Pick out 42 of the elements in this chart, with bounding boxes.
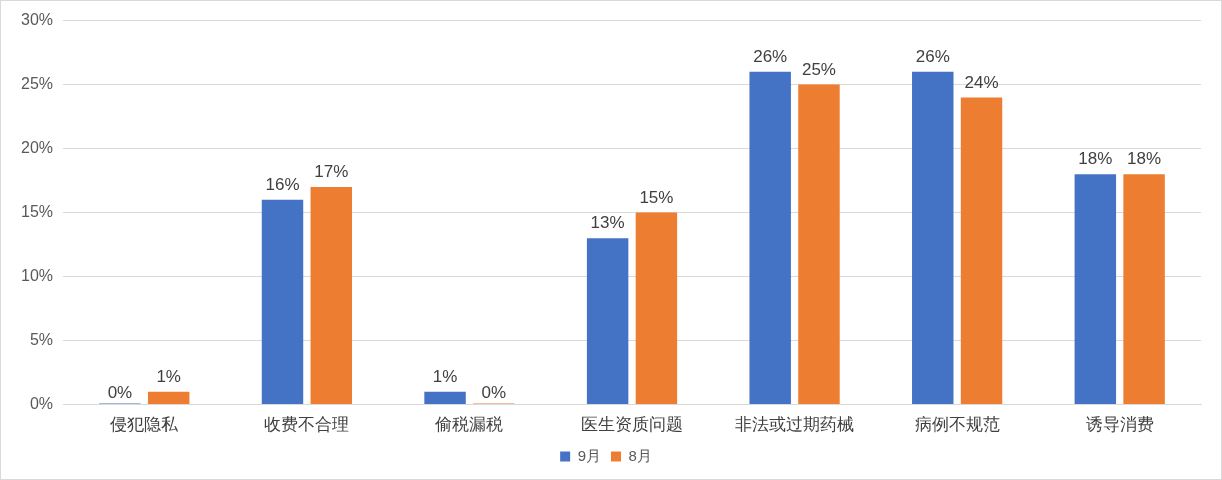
- data-label: 18%: [1078, 149, 1113, 169]
- y-tick-label: 0%: [29, 395, 54, 413]
- x-tick-label: 诱导消费: [1085, 415, 1154, 435]
- data-label: 0%: [107, 382, 133, 402]
- data-label: 25%: [801, 59, 836, 79]
- x-tick-label: 偷税漏税: [435, 415, 504, 435]
- data-label: 17%: [314, 162, 349, 182]
- data-label: 26%: [753, 46, 788, 66]
- bar: [635, 212, 678, 405]
- x-tick-label: 非法或过期药械: [735, 415, 855, 435]
- x-tick-label: 侵犯隐私: [110, 415, 180, 435]
- bar: [912, 71, 954, 405]
- data-label: 26%: [915, 46, 950, 66]
- bar: [1123, 174, 1165, 405]
- data-label: 15%: [639, 187, 674, 207]
- bar: [261, 199, 304, 405]
- bar: [310, 187, 352, 405]
- data-label: 13%: [590, 213, 625, 233]
- data-label: 0%: [481, 382, 507, 402]
- bar: [798, 84, 840, 405]
- bar: [586, 238, 629, 405]
- y-tick-label: 5%: [29, 331, 54, 349]
- data-label: 18%: [1127, 149, 1162, 169]
- bar: [1074, 174, 1117, 405]
- bar: [424, 391, 466, 405]
- legend-label: 9月: [577, 446, 601, 464]
- data-label: 1%: [156, 366, 181, 386]
- data-label: 1%: [432, 366, 458, 386]
- bar: [749, 71, 791, 405]
- data-label: 24%: [964, 72, 999, 92]
- bar: [147, 391, 190, 405]
- legend-label: 8月: [628, 446, 652, 464]
- y-tick-label: 20%: [20, 139, 54, 157]
- x-tick-label: 病例不规范: [914, 415, 1000, 435]
- y-tick-label: 10%: [20, 267, 54, 285]
- y-tick-label: 15%: [20, 203, 54, 221]
- y-tick-label: 30%: [20, 11, 54, 29]
- bar: [960, 97, 1003, 405]
- data-label: 16%: [265, 174, 300, 194]
- x-tick-label: 收费不合理: [264, 415, 350, 435]
- y-tick-label: 25%: [20, 75, 54, 93]
- x-tick-label: 医生资质问题: [581, 415, 684, 435]
